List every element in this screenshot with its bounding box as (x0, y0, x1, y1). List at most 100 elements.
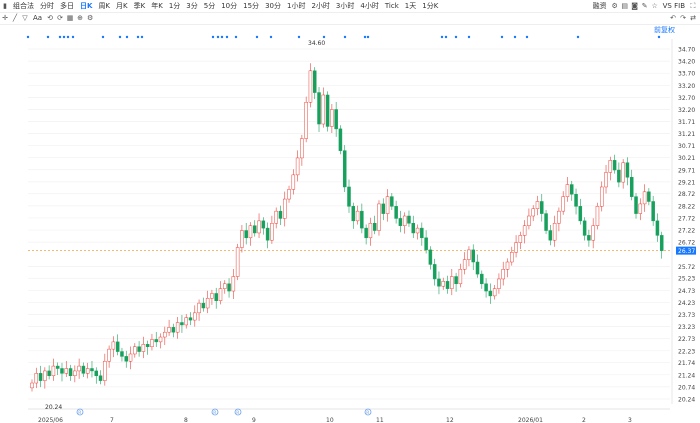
gear-icon[interactable]: ⚙ (611, 2, 618, 10)
period-item[interactable]: 4小时 (360, 2, 379, 10)
brush-icon[interactable]: ▽ (22, 14, 28, 22)
candle-body (355, 210, 360, 222)
layout-icon[interactable]: ▤ (621, 2, 628, 10)
period-item[interactable]: 5分 (203, 2, 216, 10)
event-dot (322, 35, 326, 39)
period-item[interactable]: 3分 (186, 2, 198, 10)
y-tick-label: 29.71 (678, 167, 695, 174)
period-item[interactable]: 30分 (265, 2, 281, 10)
period-item[interactable]: 1分 (168, 2, 181, 10)
compare-label[interactable]: VS FIB (662, 2, 685, 10)
period-item[interactable]: 2小时 (311, 2, 330, 10)
period-item[interactable]: Tick (384, 2, 399, 10)
candle-body (38, 373, 43, 381)
redo-right-icon[interactable]: ↷ (680, 14, 686, 22)
candle-body (312, 70, 317, 93)
camera-icon[interactable]: ◙ (631, 2, 639, 10)
candle-body (68, 368, 73, 377)
crosshair-icon[interactable]: ✛ (2, 14, 8, 22)
candle-body (655, 220, 660, 236)
panel-toggle-icon[interactable]: ▮ (3, 2, 7, 10)
text-tool[interactable]: Aa (33, 14, 43, 22)
period-item[interactable]: 1天 (404, 2, 417, 10)
redo-icon[interactable]: ⟳ (57, 14, 64, 22)
margin-label[interactable]: 融资 (592, 2, 607, 10)
undo-icon[interactable]: ⟲ (47, 14, 54, 22)
candlestick-chart[interactable]: 34.70 34.20 33.70 33.20 32.70 32.20 31.71 31.21… (0, 24, 700, 423)
period-item[interactable]: 日K (80, 2, 93, 10)
candle-body (308, 70, 313, 103)
candle-body (424, 237, 428, 251)
candle-body (291, 174, 296, 190)
candle-body (458, 269, 463, 285)
candle-body (428, 249, 433, 265)
period-item[interactable]: 组合法 (13, 2, 34, 10)
settings-icon[interactable]: ⚙ (86, 14, 94, 22)
pencil-icon[interactable]: ✎ (641, 2, 648, 10)
y-tick-label: 29.21 (678, 179, 695, 186)
candle-body (188, 317, 193, 321)
period-item[interactable]: 3小时 (335, 2, 355, 10)
candle-body (634, 196, 638, 214)
candle-body (582, 220, 587, 236)
period-item[interactable]: 月K (116, 2, 128, 10)
candle-body (60, 368, 64, 374)
candle-body (407, 215, 411, 224)
event-dot (234, 35, 238, 39)
zoom-icon[interactable]: ⊕ (77, 14, 84, 22)
period-list: 组合法 分时 多日 日K 周K 月K 季K 年K 1分 3分 5分 10分 15分 30分 1小时 2小时 3小… (10, 0, 441, 12)
candle-body (372, 223, 377, 231)
candle-body (540, 201, 544, 214)
candle-body (261, 220, 266, 229)
period-item[interactable]: 年K (151, 2, 163, 10)
candle-body (325, 94, 330, 127)
candle-body (398, 218, 403, 226)
candle-body (647, 191, 651, 202)
period-item[interactable]: 1分K (422, 2, 439, 10)
y-tick-label: 27.22 (678, 228, 695, 235)
period-item[interactable]: 季K (133, 2, 146, 10)
period-item[interactable]: 10分 (221, 2, 238, 10)
candle-body (381, 203, 386, 214)
candle-body (77, 365, 81, 372)
x-tick-label: 9 (252, 417, 256, 423)
candle-body (120, 351, 124, 357)
price-adjust-link[interactable]: 前复权 (654, 25, 675, 34)
candle-body (527, 215, 531, 226)
candle-body (552, 223, 557, 241)
candle-body (300, 138, 304, 159)
candle-body (411, 223, 416, 234)
candle-body (587, 235, 591, 241)
trendline-icon[interactable]: ╱ (12, 14, 18, 22)
star-icon[interactable]: ☆ (651, 2, 658, 10)
event-dot (66, 35, 70, 39)
candle-body (565, 184, 570, 197)
candle-body (390, 196, 394, 207)
period-item[interactable]: 1小时 (286, 2, 306, 10)
period-toolbar: ▮ 组合法 分时 多日 日K 周K 月K 季K 年K 1分 3分 5分 10分 15分 30分 1小时 2小时… (0, 0, 700, 13)
candle-body (402, 215, 407, 226)
candle-body (34, 373, 39, 384)
period-item[interactable]: 多日 (60, 2, 74, 10)
y-tick-label: 30.21 (678, 155, 695, 162)
candle-body (265, 227, 270, 241)
fullscreen-icon[interactable]: ⛶ (690, 2, 696, 10)
candle-body (103, 360, 107, 381)
period-item[interactable]: 分时 (40, 2, 54, 10)
period-item[interactable]: 15分 (243, 2, 260, 10)
candle-body (385, 196, 390, 214)
candle-body (497, 278, 501, 289)
candle-body (617, 169, 621, 183)
shapes-icon[interactable]: ▦ (66, 14, 74, 22)
drawing-toolbar: ✛ ╱ ▽ Aa ⟲ ⟳ ▦ ⊕ ⚙ ↶ ↷ ⇄ (0, 12, 700, 25)
period-item[interactable]: 周K (98, 2, 111, 10)
event-dot (211, 35, 215, 39)
sync-icon[interactable]: ⇄ (690, 14, 696, 22)
candle-body (85, 368, 90, 374)
candle-body (81, 365, 86, 374)
undo-right-icon[interactable]: ↶ (670, 14, 676, 22)
candle-body (484, 283, 488, 292)
event-dot (58, 35, 62, 39)
candle-body (73, 370, 77, 377)
candle-body (531, 208, 535, 217)
